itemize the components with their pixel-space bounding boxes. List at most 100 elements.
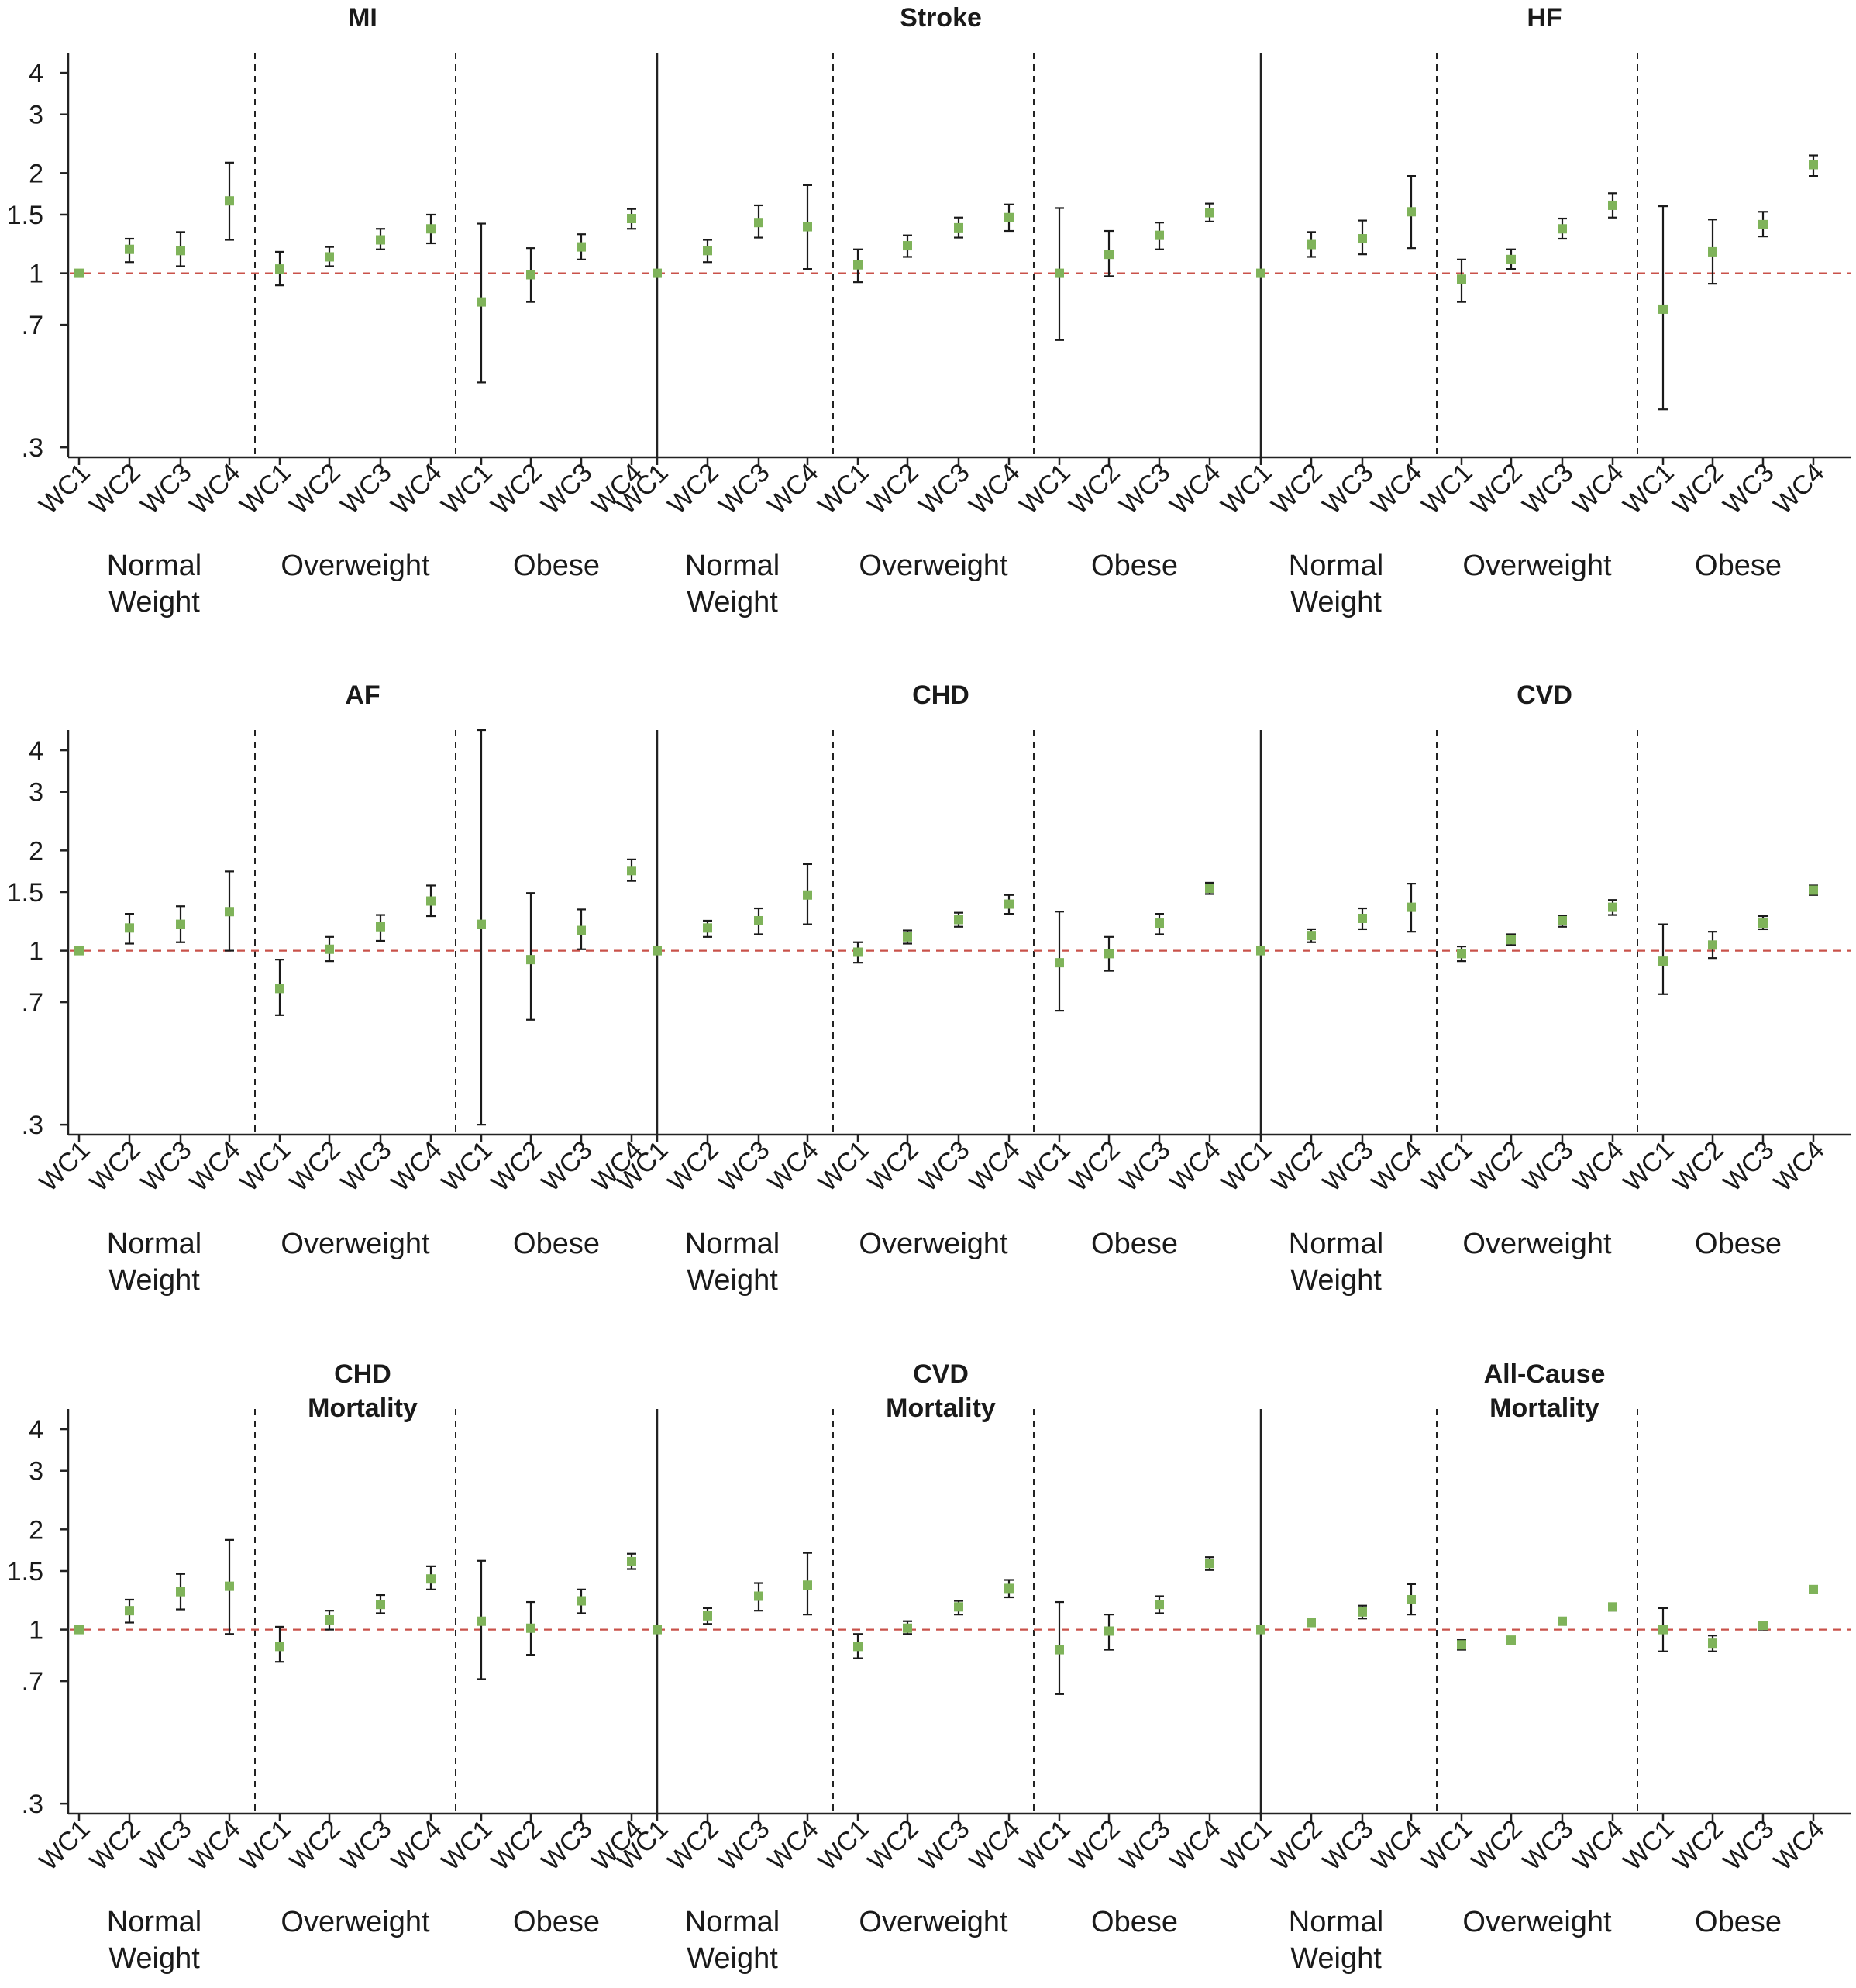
- x-tick-label: WC1: [436, 1135, 498, 1197]
- hazard-ratio-point: [275, 264, 284, 274]
- panel-title: CVD: [1517, 680, 1572, 710]
- x-tick-label: WC4: [385, 1814, 447, 1876]
- hazard-ratio-point: [74, 1625, 84, 1635]
- group-label: Obese: [1091, 550, 1178, 582]
- group-label: Normal: [1289, 550, 1383, 582]
- x-tick-label: WC1: [1215, 458, 1277, 520]
- x-tick-label: WC3: [1517, 1135, 1579, 1197]
- hazard-ratio-point: [1256, 1625, 1265, 1635]
- hazard-ratio-point: [577, 1596, 586, 1606]
- group-label: Overweight: [281, 1906, 430, 1938]
- x-tick-label: WC1: [33, 1814, 95, 1876]
- y-tick-label: 1: [29, 937, 43, 966]
- hazard-ratio-point: [1506, 1635, 1516, 1645]
- hazard-ratio-point: [1809, 1584, 1818, 1594]
- group-label: Weight: [1290, 1942, 1382, 1975]
- group-label: Obese: [1091, 1228, 1178, 1260]
- x-tick-label: WC2: [1667, 1135, 1729, 1197]
- x-tick-label: WC2: [1063, 458, 1125, 520]
- x-tick-label: WC3: [535, 1135, 597, 1197]
- hazard-ratio-point: [376, 922, 385, 932]
- hazard-ratio-point: [903, 241, 912, 251]
- group-label: Obese: [1695, 550, 1782, 582]
- y-tick-label: 1: [29, 1616, 43, 1645]
- hazard-ratio-point: [1758, 219, 1768, 229]
- x-tick-label: WC1: [33, 458, 95, 520]
- x-tick-label: WC3: [1317, 458, 1379, 520]
- group-label: Obese: [513, 550, 600, 582]
- group-label: Overweight: [1462, 1228, 1612, 1260]
- y-tick-label: 3: [29, 101, 43, 130]
- hazard-ratio-point: [1004, 1583, 1014, 1594]
- x-tick-label: WC4: [1567, 458, 1629, 520]
- hazard-ratio-point: [1608, 200, 1617, 210]
- x-tick-label: WC3: [713, 458, 775, 520]
- hazard-ratio-point: [125, 923, 134, 933]
- hazard-ratio-point: [176, 919, 185, 929]
- hazard-ratio-point: [477, 297, 486, 307]
- hazard-ratio-point: [903, 932, 912, 942]
- hazard-ratio-point: [1155, 230, 1164, 240]
- y-tick-label: 1: [29, 260, 43, 289]
- x-tick-label: WC1: [1014, 1814, 1076, 1876]
- x-tick-label: WC2: [862, 458, 924, 520]
- y-tick-label: 3: [29, 778, 43, 808]
- hazard-ratio-point: [703, 246, 712, 256]
- hazard-ratio-point: [1358, 913, 1367, 923]
- group-label: Normal: [1289, 1228, 1383, 1260]
- y-tick-label: 4: [29, 1415, 43, 1445]
- hazard-ratio-point: [703, 1611, 712, 1621]
- hazard-ratio-point: [1506, 935, 1516, 945]
- x-tick-label: WC2: [662, 1814, 724, 1876]
- hazard-ratio-point: [225, 907, 234, 917]
- hazard-ratio-point: [1307, 931, 1316, 941]
- hazard-ratio-point: [627, 1556, 636, 1566]
- x-tick-label: WC3: [1114, 1814, 1176, 1876]
- x-tick-label: WC4: [762, 1135, 824, 1197]
- x-tick-label: WC4: [762, 458, 824, 520]
- hazard-ratio-point: [1104, 1626, 1114, 1636]
- group-label: Overweight: [281, 1228, 430, 1260]
- y-tick-label: 1.5: [7, 878, 43, 908]
- group-label: Obese: [1695, 1228, 1782, 1260]
- group-label: Weight: [108, 1942, 200, 1975]
- x-tick-label: WC3: [535, 1814, 597, 1876]
- x-tick-label: WC2: [1063, 1814, 1125, 1876]
- hazard-ratio-point: [1708, 246, 1717, 257]
- x-tick-label: WC2: [84, 1135, 146, 1197]
- x-tick-label: WC2: [1667, 1814, 1729, 1876]
- hazard-ratio-point: [225, 196, 234, 206]
- hazard-ratio-point: [1004, 212, 1014, 222]
- hazard-ratio-point: [653, 946, 662, 956]
- x-tick-label: WC4: [1164, 1135, 1226, 1197]
- x-tick-label: WC2: [84, 458, 146, 520]
- y-tick-label: .3: [22, 1790, 43, 1819]
- x-tick-label: WC1: [1416, 1814, 1478, 1876]
- group-label: Weight: [1290, 586, 1382, 618]
- x-tick-label: WC2: [485, 458, 547, 520]
- group-label: Weight: [108, 586, 200, 618]
- hazard-ratio-point: [653, 1625, 662, 1635]
- hazard-ratio-point: [125, 244, 134, 254]
- x-tick-label: WC1: [812, 1135, 874, 1197]
- x-tick-label: WC1: [436, 458, 498, 520]
- x-tick-label: WC4: [1365, 1814, 1427, 1876]
- group-label: Overweight: [1462, 550, 1612, 582]
- y-tick-label: 4: [29, 736, 43, 766]
- y-tick-label: .3: [22, 433, 43, 463]
- panel-title: Mortality: [886, 1394, 996, 1423]
- x-tick-label: WC3: [335, 458, 397, 520]
- group-label: Overweight: [281, 550, 430, 582]
- hazard-ratio-point: [1256, 946, 1265, 956]
- group-label: Obese: [1695, 1906, 1782, 1938]
- x-tick-label: WC2: [485, 1135, 547, 1197]
- x-tick-label: WC2: [284, 1814, 346, 1876]
- hazard-ratio-point: [526, 955, 535, 965]
- group-label: Normal: [107, 550, 201, 582]
- hazard-ratio-point: [225, 1581, 234, 1591]
- y-tick-label: 1.5: [7, 201, 43, 230]
- y-tick-label: .7: [22, 311, 43, 340]
- x-tick-label: WC3: [1717, 1814, 1779, 1876]
- group-label: Normal: [1289, 1906, 1383, 1938]
- hazard-ratio-point: [1658, 956, 1668, 966]
